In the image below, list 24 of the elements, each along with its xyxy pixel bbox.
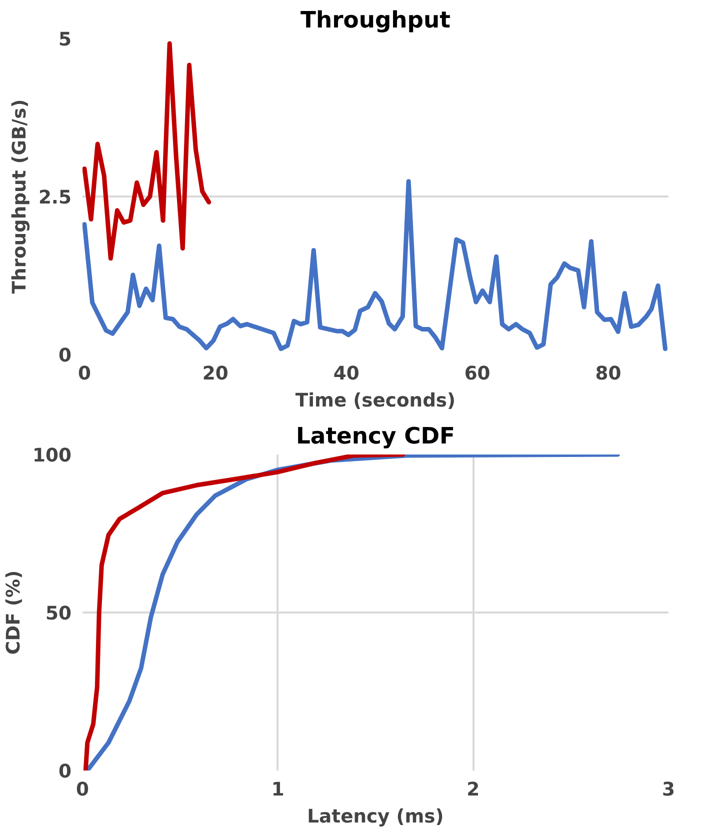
chart-title: Latency CDF (296, 424, 456, 450)
chart-title: Throughput (300, 8, 451, 34)
y-tick-label: 50 (46, 604, 72, 624)
x-tick-label: 0 (76, 780, 90, 800)
y-tick-label: 2.5 (38, 188, 72, 208)
x-tick-label: 2 (466, 780, 480, 800)
y-tick-label: 100 (32, 446, 72, 466)
x-tick-label: 80 (595, 364, 622, 384)
y-tick-label: 5 (58, 30, 72, 50)
x-axis-title: Latency (ms) (307, 806, 444, 828)
x-tick-label: 3 (662, 780, 675, 800)
y-tick-label: 0 (58, 762, 72, 782)
y-axis-title: CDF (%) (4, 570, 25, 655)
line-series (82, 179, 668, 352)
x-axis-title: Time (seconds) (295, 390, 456, 412)
x-tick-label: 20 (202, 364, 228, 384)
x-tick-label: 40 (333, 364, 360, 384)
x-tick-label: 0 (78, 364, 91, 384)
y-tick-label: 0 (58, 346, 72, 366)
line-series (83, 454, 406, 770)
x-tick-label: 60 (464, 364, 490, 384)
x-tick-label: 1 (271, 780, 284, 800)
y-axis-title: Throughput (GB/s) (9, 99, 30, 294)
line-series (82, 41, 212, 261)
